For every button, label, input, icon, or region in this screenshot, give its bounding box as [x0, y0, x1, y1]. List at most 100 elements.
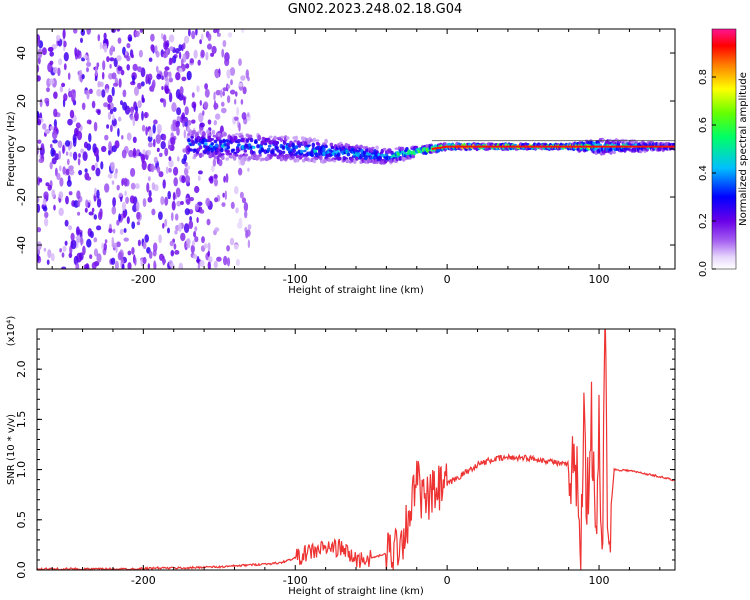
noise-blob: [148, 57, 153, 62]
noise-blob: [78, 169, 83, 176]
noise-blob: [122, 101, 128, 111]
noise-blob: [156, 123, 162, 134]
noise-blob: [168, 159, 174, 168]
noise-blob: [63, 63, 67, 71]
noise-blob: [103, 45, 108, 53]
noise-blob: [179, 86, 184, 96]
noise-blob: [144, 112, 148, 119]
noise-blob: [106, 124, 110, 129]
noise-blob: [169, 240, 174, 247]
noise-blob: [224, 58, 230, 67]
signal-blob: [375, 145, 379, 151]
noise-blob: [189, 216, 193, 222]
noise-blob: [229, 237, 235, 246]
signal-blob: [312, 158, 317, 164]
signal-blob: [323, 158, 327, 164]
noise-blob: [109, 108, 114, 115]
signal-blob: [324, 138, 328, 144]
noise-blob: [132, 116, 136, 127]
noise-blob: [199, 39, 202, 45]
noise-blob: [93, 237, 98, 243]
noise-blob: [74, 47, 78, 57]
noise-blob: [43, 191, 49, 199]
signal-blob: [293, 139, 298, 143]
noise-blob: [88, 211, 94, 216]
noise-blob: [71, 89, 76, 94]
noise-blob: [91, 207, 95, 213]
noise-blob: [77, 211, 81, 216]
noise-blob: [53, 108, 58, 118]
colorbar-tick-label: 0.6: [698, 117, 709, 133]
noise-blob: [86, 89, 90, 100]
noise-blob: [192, 254, 198, 259]
noise-blob: [93, 121, 98, 132]
noise-blob: [241, 197, 247, 204]
noise-blob: [128, 37, 132, 42]
noise-blob: [214, 72, 220, 79]
signal-blob: [315, 139, 320, 142]
noise-blob: [156, 65, 159, 73]
colorbar-tick-label: 0.8: [698, 69, 709, 85]
signal-blob: [248, 134, 253, 139]
signal-blob: [198, 152, 203, 159]
noise-blob: [241, 112, 247, 120]
noise-blob: [148, 142, 153, 148]
noise-blob: [136, 211, 141, 220]
noise-blob: [53, 204, 56, 211]
noise-blob: [78, 153, 81, 158]
noise-blob: [49, 60, 54, 65]
noise-blob: [185, 63, 190, 69]
noise-blob: [58, 191, 64, 199]
noise-blob: [163, 40, 169, 50]
noise-blob: [108, 149, 111, 156]
noise-blob: [86, 29, 91, 35]
noise-blob: [207, 33, 212, 42]
noise-blob: [151, 208, 156, 216]
noise-blob: [176, 107, 182, 116]
y-tick-label: 1.5: [15, 411, 28, 429]
noise-blob: [65, 140, 71, 147]
noise-blob: [226, 257, 231, 267]
noise-blob: [182, 120, 185, 128]
x-tick-label: 100: [589, 273, 610, 286]
noise-blob: [122, 210, 127, 219]
noise-blob: [112, 197, 116, 207]
noise-blob: [94, 76, 98, 82]
noise-blob: [215, 89, 222, 96]
noise-blob: [206, 218, 211, 226]
snr-scale-label: (x10⁴): [6, 316, 17, 347]
noise-blob: [80, 29, 86, 36]
signal-blob: [257, 134, 261, 140]
noise-blob: [178, 92, 184, 101]
noise-blob: [41, 47, 47, 56]
colorbar-label: Normalized spectral amplitude: [738, 72, 749, 226]
noise-blob: [114, 140, 120, 149]
noise-blob: [50, 253, 55, 262]
noise-blob: [199, 100, 202, 106]
noise-blob: [173, 166, 179, 176]
signal-blob: [187, 138, 191, 143]
noise-blob: [222, 87, 228, 92]
noise-blob: [115, 168, 118, 174]
noise-blob: [122, 89, 127, 98]
noise-blob: [199, 122, 205, 128]
noise-blob: [194, 203, 199, 211]
noise-blob: [203, 243, 208, 249]
noise-blob: [132, 147, 137, 157]
noise-blob: [116, 241, 121, 248]
noise-blob: [222, 40, 227, 48]
noise-blob: [80, 235, 83, 246]
noise-blob: [172, 191, 176, 201]
noise-blob: [116, 29, 121, 32]
noise-blob: [168, 167, 172, 173]
signal-blob: [249, 137, 254, 143]
noise-blob: [235, 259, 240, 266]
signal-blob: [307, 144, 311, 147]
signal-blob: [258, 153, 262, 157]
noise-blob: [221, 107, 227, 114]
noise-blob: [209, 175, 214, 184]
noise-blob: [75, 262, 80, 269]
noise-blob: [182, 148, 187, 153]
noise-blob: [238, 122, 241, 132]
noise-blob: [165, 166, 169, 174]
